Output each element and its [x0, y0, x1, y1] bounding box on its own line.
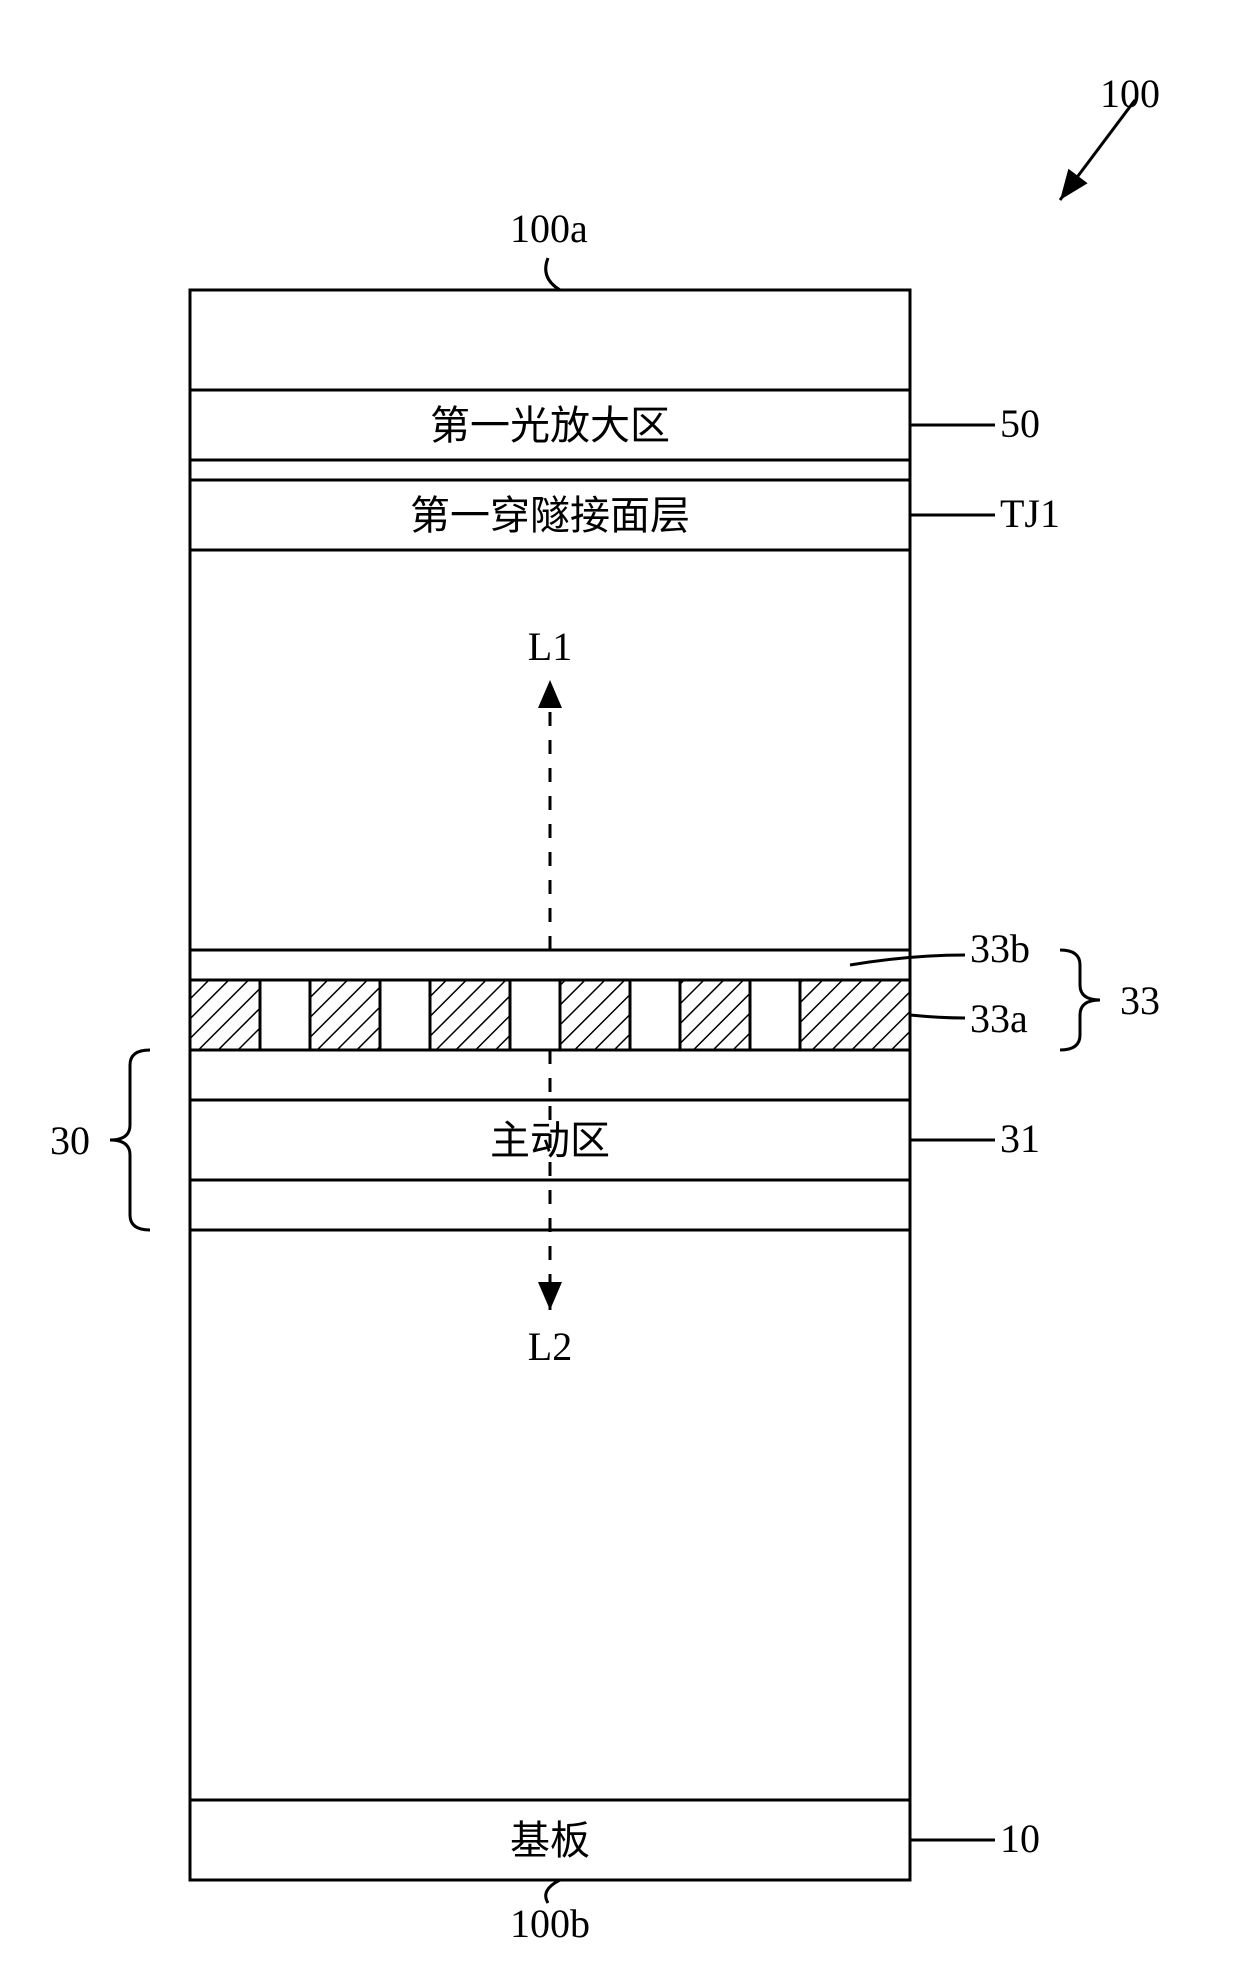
- bracket-33: [1060, 950, 1100, 1050]
- grating-tooth-4: [560, 980, 630, 1050]
- grating-tooth-1: [190, 980, 260, 1050]
- l100a-label: 100a: [510, 206, 588, 251]
- l50-label: 50: [1000, 401, 1040, 446]
- arrow-L2-label: L2: [528, 1324, 572, 1369]
- l33b-label: 33b: [970, 926, 1030, 971]
- bracket-30-label: 30: [50, 1118, 90, 1163]
- bracket-30: [110, 1050, 150, 1230]
- diagram-stage: 第一光放大区第一穿隧接面层主动区基板L1L23033100100a100b50T…: [0, 0, 1246, 1979]
- grating-tooth-3: [430, 980, 510, 1050]
- diagram-svg: 第一光放大区第一穿隧接面层主动区基板L1L23033100100a100b50T…: [0, 0, 1246, 1979]
- layer-tj1-label: 第一穿隧接面层: [410, 493, 690, 538]
- grating-tooth-5: [680, 980, 750, 1050]
- l31-label: 31: [1000, 1116, 1040, 1161]
- arrow-L1-label: L1: [528, 624, 572, 669]
- layer-substrate-label: 基板: [510, 1818, 590, 1863]
- grating-tooth-2: [310, 980, 380, 1050]
- l100b-leader: [546, 1880, 560, 1903]
- grating-tooth-6: [800, 980, 910, 1050]
- l33a-leader: [910, 1015, 965, 1018]
- lTJ1-label: TJ1: [1000, 491, 1060, 536]
- l100-arrowhead: [1060, 169, 1088, 200]
- l100-label: 100: [1100, 71, 1160, 116]
- l100b-label: 100b: [510, 1901, 590, 1946]
- l33a-label: 33a: [970, 996, 1028, 1041]
- layer-amp1-label: 第一光放大区: [430, 403, 670, 448]
- l100a-leader: [546, 258, 560, 290]
- l10-label: 10: [1000, 1816, 1040, 1861]
- bracket-33-label: 33: [1120, 978, 1160, 1023]
